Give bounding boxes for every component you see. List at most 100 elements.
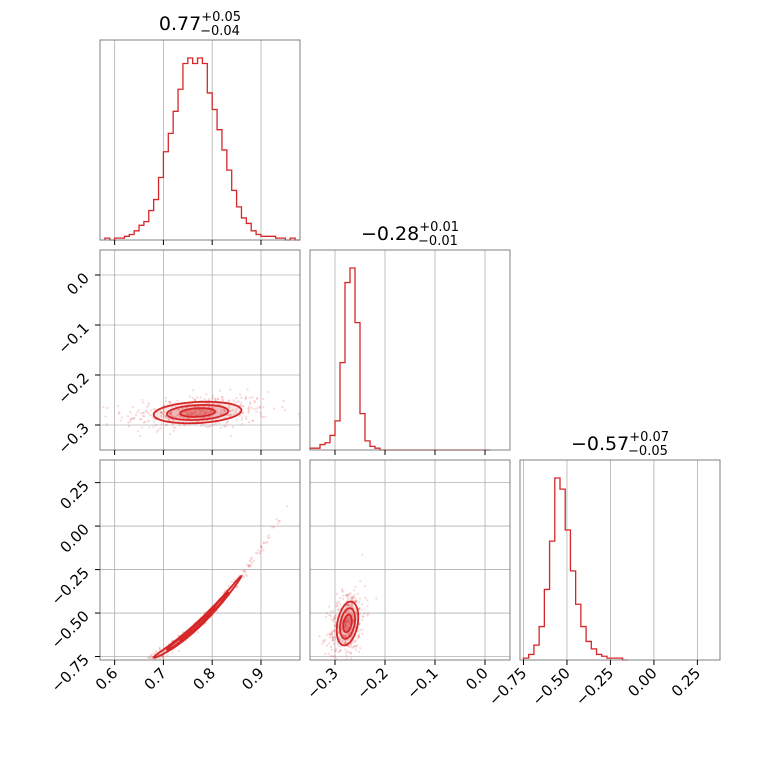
sample-point xyxy=(329,654,332,657)
sample-point xyxy=(241,404,244,408)
sample-point xyxy=(227,585,230,588)
sample-point xyxy=(256,552,259,555)
sample-point xyxy=(152,407,155,410)
sample-point xyxy=(330,633,334,636)
sample-point xyxy=(120,665,122,667)
sample-point xyxy=(264,415,267,418)
sample-point xyxy=(339,596,342,600)
sample-point xyxy=(139,669,141,671)
sample-point xyxy=(176,414,179,417)
x-tick-label: −0.25 xyxy=(572,664,617,709)
sample-point xyxy=(152,420,156,423)
sample-point xyxy=(139,418,142,421)
sample-point xyxy=(260,550,263,553)
sample-point xyxy=(345,627,348,630)
sample-point xyxy=(336,609,339,612)
sample-point xyxy=(236,585,239,588)
sample-point xyxy=(344,620,348,624)
sample-point xyxy=(344,622,348,626)
sample-point xyxy=(343,634,346,637)
sample-point xyxy=(353,640,357,643)
sample-point xyxy=(358,607,361,610)
sample-point xyxy=(204,425,207,428)
sample-point xyxy=(333,617,336,621)
sample-point xyxy=(262,397,265,401)
sample-point xyxy=(226,420,230,423)
sample-point xyxy=(238,414,242,417)
sample-point xyxy=(206,425,209,429)
sample-point xyxy=(330,648,333,652)
sample-point xyxy=(345,625,349,628)
sample-point xyxy=(133,417,136,420)
sample-point xyxy=(174,426,177,429)
sample-point xyxy=(248,401,251,404)
sample-point xyxy=(198,408,201,411)
sample-point xyxy=(225,422,228,425)
sample-point xyxy=(242,575,246,578)
sample-point xyxy=(149,656,152,659)
sample-point xyxy=(200,424,203,428)
sample-point xyxy=(250,561,254,564)
sample-point xyxy=(248,560,251,563)
sample-point xyxy=(151,416,154,419)
sample-point xyxy=(161,412,164,415)
sample-point xyxy=(344,642,347,645)
sample-point xyxy=(332,642,335,645)
sample-point xyxy=(334,637,337,640)
sample-point xyxy=(363,612,366,615)
sample-point xyxy=(361,603,364,606)
sample-point xyxy=(346,603,349,607)
sample-point xyxy=(354,601,358,604)
sample-point xyxy=(146,405,149,408)
sample-point xyxy=(229,414,232,417)
sample-point xyxy=(227,400,230,403)
sample-point xyxy=(127,421,130,424)
sample-point xyxy=(166,423,169,427)
sample-point xyxy=(208,405,211,408)
sample-point xyxy=(349,652,352,655)
sample-point xyxy=(243,570,247,574)
sample-point xyxy=(325,644,329,647)
sample-point xyxy=(136,411,139,414)
sample-point xyxy=(352,641,355,644)
sample-point xyxy=(201,409,205,412)
sample-point xyxy=(321,642,324,645)
sample-point xyxy=(345,604,348,607)
sample-point xyxy=(330,631,333,634)
sample-point xyxy=(345,594,348,597)
sample-point xyxy=(333,630,336,633)
x-tick-label: 0.8 xyxy=(189,664,219,694)
sample-point xyxy=(253,408,256,411)
sample-point xyxy=(348,618,351,622)
sample-point xyxy=(265,541,268,545)
sample-point xyxy=(244,397,248,400)
sample-point xyxy=(349,603,352,607)
sample-point xyxy=(211,394,214,397)
sample-point xyxy=(203,413,206,416)
sample-point xyxy=(347,609,350,612)
sample-point xyxy=(193,411,196,414)
sample-point xyxy=(359,647,362,650)
sample-point xyxy=(191,413,194,416)
sample-point xyxy=(352,619,355,622)
sample-point xyxy=(332,629,336,632)
sample-point xyxy=(247,407,250,410)
sample-point xyxy=(162,657,165,660)
sample-point xyxy=(282,399,285,403)
sample-point xyxy=(257,549,260,552)
param-title-1: −0.28+0.01 −0.01 xyxy=(361,220,459,249)
sample-point xyxy=(190,412,193,415)
sample-point xyxy=(342,634,345,637)
sample-point xyxy=(129,418,132,421)
sample-point xyxy=(337,644,340,647)
sample-point xyxy=(129,420,132,423)
sample-point xyxy=(171,415,174,418)
sample-point xyxy=(343,625,346,628)
sample-point xyxy=(251,396,254,399)
sample-point xyxy=(340,589,344,592)
contour-fill xyxy=(336,601,359,646)
sample-point xyxy=(361,628,364,631)
sample-point xyxy=(207,425,210,429)
sample-point xyxy=(139,434,142,437)
sample-point xyxy=(343,642,346,645)
